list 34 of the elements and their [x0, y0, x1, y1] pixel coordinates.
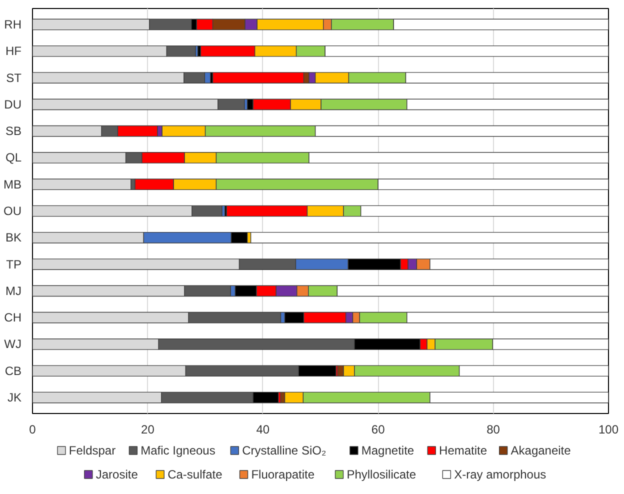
legend-label: X-ray amorphous — [454, 468, 546, 482]
y-tick-label: CB — [4, 364, 22, 378]
x-tick-label: 60 — [371, 422, 386, 436]
legend-label: Hematite — [439, 444, 488, 458]
x-tick-label: 0 — [29, 422, 36, 436]
y-tick-label: RH — [4, 17, 22, 32]
x-tick-label: 20 — [141, 422, 155, 436]
y-tick-label: WJ — [4, 337, 22, 352]
y-tick-label: JK — [7, 390, 22, 405]
legend-label: Feldspar — [68, 444, 116, 458]
y-tick-label: BK — [5, 230, 22, 245]
legend-label: Jarosite — [96, 468, 138, 482]
y-tick-label: MJ — [6, 284, 22, 298]
y-tick-label: QL — [5, 150, 22, 165]
legend-label: Mafic Igneous — [140, 444, 216, 458]
y-tick-label: TP — [6, 257, 22, 272]
y-tick-label: ST — [6, 70, 22, 85]
legend-label: Akaganeite — [510, 444, 572, 458]
y-tick-label: SB — [5, 124, 22, 138]
x-tick-label: 80 — [486, 422, 500, 436]
y-tick-label: HF — [6, 44, 22, 58]
legend-label: Magnetite — [361, 444, 414, 458]
y-tick-label: DU — [4, 97, 22, 112]
y-tick-label: OU — [4, 204, 22, 218]
legend-label: Phyllosilicate — [346, 468, 416, 482]
legend-label: Fluorapatite — [251, 468, 315, 482]
bar — [250, 232, 608, 244]
y-tick-label: CH — [4, 310, 22, 325]
y-tick-label: MB — [4, 177, 22, 192]
x-tick-label: 100 — [598, 422, 619, 436]
legend-label: Ca-sulfate — [168, 468, 223, 482]
x-tick-label: 40 — [256, 422, 270, 436]
bar — [32, 178, 132, 190]
legend-label: Crystalline SiO₂ — [242, 444, 326, 458]
